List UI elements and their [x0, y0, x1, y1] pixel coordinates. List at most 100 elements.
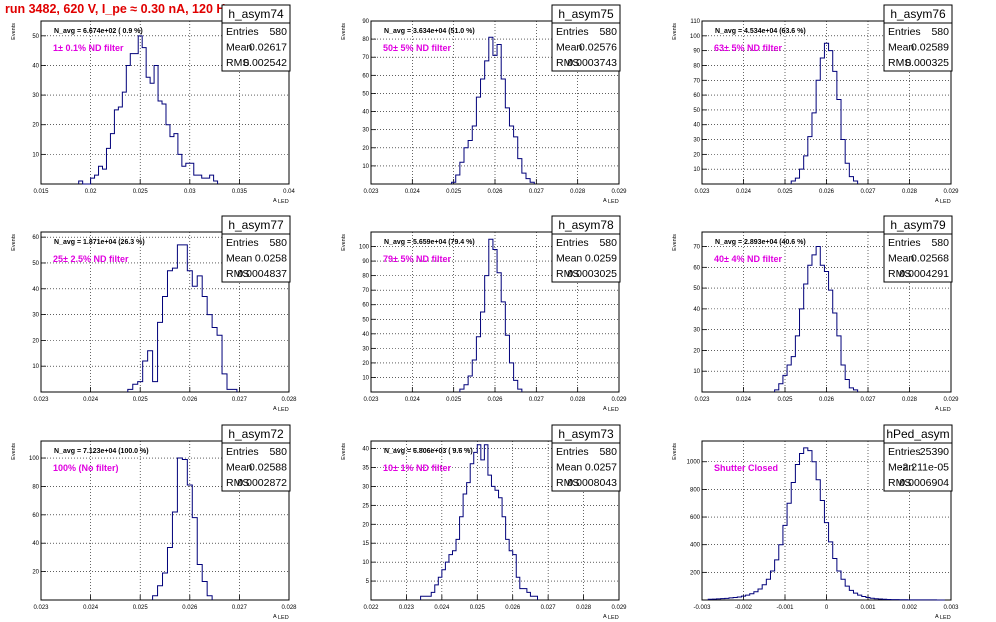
x-tick-label: 0.023 — [694, 189, 710, 195]
y-tick-label: 400 — [690, 543, 701, 549]
filter-label: 63± 5% ND filter — [714, 43, 782, 53]
stats-values-box — [551, 442, 621, 492]
x-tick-label: -0.002 — [735, 605, 753, 611]
stat-value: 0.02589 — [911, 42, 949, 54]
x-tick-label: 0.022 — [363, 605, 379, 611]
stat-value: 0.02588 — [249, 462, 287, 474]
stats-box: h_asym72 Entries 580 Mean0.02588RMS0.000287… — [221, 424, 291, 492]
y-tick-label: 40 — [32, 287, 39, 293]
y-tick-label: 25 — [362, 503, 369, 509]
x-tick-label: 0.025 — [777, 189, 793, 195]
histogram-bins — [152, 457, 213, 600]
stat-label: Mean — [556, 462, 582, 474]
y-tick-label: 20 — [693, 152, 700, 158]
x-tick-label: 0.028 — [281, 397, 297, 403]
x-tick-label: 0.027 — [541, 605, 557, 611]
n-avg-label: N_avg = 6.674e+02 ( 0.9 %) — [54, 28, 143, 35]
x-tick-label: 0.023 — [399, 605, 415, 611]
histogram-name: h_asym72 — [228, 427, 284, 441]
y-tick-label: 30 — [32, 93, 39, 99]
n-avg-label: N_avg = 4.534e+04 (63.6 %) — [715, 28, 806, 35]
histogram-panel-h_asym78: 0.023 0.024 0.025 0.026 0.027 0.028 0.029 10 20 3… — [341, 215, 627, 413]
x-tick-label: 0.028 — [281, 605, 297, 611]
y-tick-label: 50 — [32, 261, 39, 267]
y-axis-label: Events — [341, 23, 347, 40]
stat-label: RMS — [888, 268, 911, 280]
y-tick-label: 60 — [32, 235, 39, 241]
y-tick-label: 60 — [362, 73, 369, 79]
x-tick-label: 0.029 — [611, 189, 627, 195]
stat-label: Entries — [888, 237, 921, 249]
stat-label: Entries — [226, 446, 259, 458]
stats-box: h_asym79 Entries 580 Mean0.02568RMS0.000429… — [883, 215, 953, 283]
x-tick-label: 0.028 — [570, 397, 586, 403]
x-tick-label: 0.027 — [860, 397, 876, 403]
stat-value: 0.0004837 — [237, 268, 287, 280]
x-axis-label: A — [935, 614, 939, 620]
y-tick-label: 600 — [690, 515, 701, 521]
stat-value: 580 — [599, 237, 617, 249]
y-tick-label: 40 — [362, 447, 369, 453]
y-axis-label: Events — [672, 234, 678, 251]
x-axis-label: A — [273, 614, 277, 620]
y-axis-label: Events — [341, 234, 347, 251]
stat-value: 580 — [931, 237, 949, 249]
x-tick-label: 0.04 — [283, 189, 295, 195]
x-tick-label: 0.023 — [33, 397, 49, 403]
x-tick-label: 0.024 — [434, 605, 450, 611]
histogram-name: h_asym79 — [890, 218, 946, 232]
stat-value: 0.0257 — [585, 462, 617, 474]
x-tick-label: 0.025 — [446, 397, 462, 403]
y-tick-label: 5 — [366, 579, 370, 585]
stat-value: 0.02617 — [249, 42, 287, 54]
y-tick-label: 40 — [362, 110, 369, 116]
y-tick-label: 40 — [362, 332, 369, 338]
y-tick-label: 80 — [362, 37, 369, 43]
stats-values-box — [883, 442, 953, 492]
x-tick-label: 0.026 — [487, 397, 503, 403]
y-tick-label: 100 — [29, 456, 40, 462]
stats-values-box — [883, 22, 953, 72]
stat-label: Mean — [888, 42, 914, 54]
stat-label: Mean — [888, 462, 914, 474]
histogram-bins — [78, 35, 219, 185]
y-tick-label: 30 — [362, 128, 369, 134]
y-axis-label: Events — [11, 23, 17, 40]
stat-value: 0.0003743 — [567, 57, 617, 69]
stat-value: 0.02576 — [579, 42, 617, 54]
y-tick-label: 20 — [693, 348, 700, 354]
x-tick-label: 0.029 — [943, 397, 959, 403]
n-avg-label: N_avg = 1.871e+04 (26.3 %) — [54, 239, 145, 246]
x-tick-label: 0.025 — [446, 189, 462, 195]
stats-values-box — [551, 233, 621, 283]
x-tick-label: 0.001 — [860, 605, 876, 611]
stat-value: 0.0008043 — [567, 477, 617, 489]
stat-label: Mean — [226, 253, 252, 265]
x-axis-label-subscript: LED — [940, 407, 951, 413]
plot-frame — [40, 20, 290, 185]
stat-value: 580 — [269, 237, 287, 249]
x-tick-label: 0.025 — [133, 397, 149, 403]
x-tick-label: 0.025 — [133, 605, 149, 611]
x-tick-label: 0.024 — [405, 397, 421, 403]
histogram-bins — [420, 444, 539, 600]
x-tick-label: 0.023 — [694, 397, 710, 403]
y-tick-label: 30 — [693, 328, 700, 334]
y-axis-label: Events — [11, 234, 17, 251]
x-axis-label-subscript: LED — [278, 199, 289, 205]
x-tick-label: 0.025 — [133, 189, 149, 195]
x-tick-label: 0.027 — [529, 397, 545, 403]
histogram-bins — [459, 238, 523, 392]
y-tick-label: 30 — [362, 346, 369, 352]
y-tick-label: 40 — [693, 307, 700, 313]
stat-label: RMS — [556, 268, 579, 280]
y-tick-label: 10 — [362, 164, 369, 170]
x-axis-label-subscript: LED — [940, 615, 951, 621]
x-axis-label: A — [273, 406, 277, 412]
stats-values-box — [551, 22, 621, 72]
filter-label: 100% (No filter) — [53, 463, 119, 473]
y-tick-label: 10 — [693, 369, 700, 375]
x-tick-label: 0.02 — [85, 189, 97, 195]
